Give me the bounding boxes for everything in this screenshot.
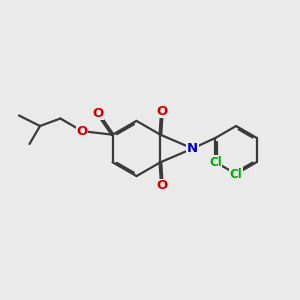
Text: Cl: Cl xyxy=(230,167,242,181)
Text: N: N xyxy=(187,142,198,155)
Text: O: O xyxy=(76,124,88,138)
Text: Cl: Cl xyxy=(209,155,222,169)
Text: O: O xyxy=(92,106,103,120)
Text: O: O xyxy=(156,179,167,192)
Text: O: O xyxy=(156,105,167,118)
